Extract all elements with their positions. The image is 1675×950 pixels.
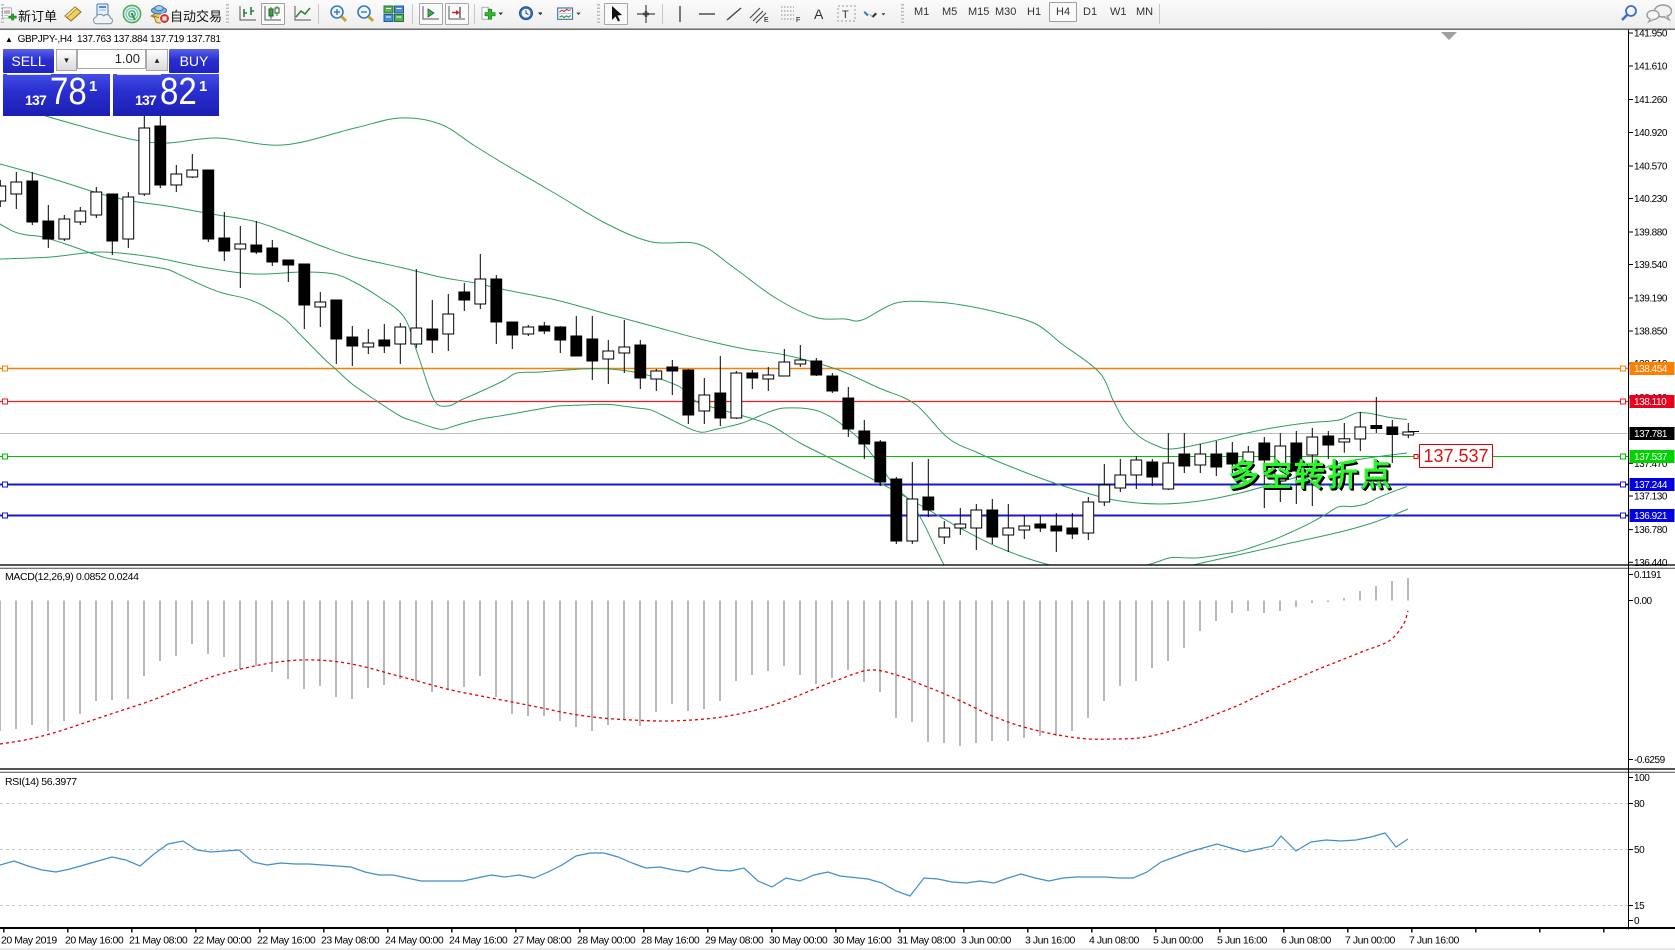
- svg-text:140.570: 140.570: [1634, 162, 1668, 173]
- svg-text:15: 15: [1634, 901, 1645, 912]
- svg-text:6 Jun 08:00: 6 Jun 08:00: [1281, 935, 1332, 947]
- svg-text:139.540: 139.540: [1634, 260, 1668, 271]
- svg-text:29 May 08:00: 29 May 08:00: [705, 935, 764, 947]
- svg-text:0: 0: [1634, 916, 1640, 927]
- svg-text:F: F: [796, 17, 800, 24]
- svg-text:0.00: 0.00: [1634, 596, 1653, 607]
- svg-text:4 Jun 08:00: 4 Jun 08:00: [1089, 935, 1140, 947]
- svg-text:22 May 00:00: 22 May 00:00: [193, 935, 252, 947]
- svg-text:138.454: 138.454: [1634, 364, 1668, 375]
- svg-text:141.950: 141.950: [1634, 29, 1668, 40]
- svg-text:137.130: 137.130: [1634, 492, 1668, 503]
- svg-text:MACD(12,26,9) 0.0852 0.0244: MACD(12,26,9) 0.0852 0.0244: [5, 571, 139, 583]
- svg-text:3 Jun 16:00: 3 Jun 16:00: [1025, 935, 1076, 947]
- svg-text:28 May 16:00: 28 May 16:00: [641, 935, 700, 947]
- svg-text:30 May 00:00: 30 May 00:00: [769, 935, 828, 947]
- svg-text:50: 50: [1634, 845, 1645, 856]
- svg-text:27 May 08:00: 27 May 08:00: [513, 935, 572, 947]
- svg-text:21 May 08:00: 21 May 08:00: [129, 935, 188, 947]
- svg-text:22 May 16:00: 22 May 16:00: [257, 935, 316, 947]
- svg-text:20 May 2019: 20 May 2019: [1, 935, 57, 947]
- svg-text:136.780: 136.780: [1634, 525, 1668, 536]
- svg-text:139.190: 139.190: [1634, 294, 1668, 305]
- svg-text:136.440: 136.440: [1634, 558, 1668, 569]
- svg-text:80: 80: [1634, 799, 1645, 810]
- svg-text:31 May 08:00: 31 May 08:00: [897, 935, 956, 947]
- svg-text:137.470: 137.470: [1634, 459, 1668, 470]
- svg-text:141.610: 141.610: [1634, 62, 1668, 73]
- svg-text:100: 100: [1634, 773, 1650, 784]
- svg-text:-0.6259: -0.6259: [1634, 755, 1666, 766]
- svg-text:138.110: 138.110: [1634, 397, 1667, 408]
- svg-text:3 Jun 00:00: 3 Jun 00:00: [961, 935, 1012, 947]
- svg-text:7 Jun 16:00: 7 Jun 16:00: [1409, 935, 1460, 947]
- svg-text:136.921: 136.921: [1634, 511, 1668, 522]
- svg-text:23 May 08:00: 23 May 08:00: [321, 935, 380, 947]
- svg-text:30 May 16:00: 30 May 16:00: [833, 935, 892, 947]
- svg-text:20 May 16:00: 20 May 16:00: [65, 935, 124, 947]
- svg-text:141.260: 141.260: [1634, 95, 1668, 106]
- svg-text:137.244: 137.244: [1634, 480, 1668, 491]
- svg-text:A: A: [814, 6, 824, 22]
- svg-text:140.920: 140.920: [1634, 128, 1668, 139]
- svg-text:5 Jun 00:00: 5 Jun 00:00: [1153, 935, 1204, 947]
- svg-text:24 May 16:00: 24 May 16:00: [449, 935, 508, 947]
- svg-text:28 May 00:00: 28 May 00:00: [577, 935, 636, 947]
- svg-text:RSI(14) 56.3977: RSI(14) 56.3977: [5, 776, 77, 788]
- svg-text:T: T: [842, 9, 849, 21]
- svg-text:24 May 00:00: 24 May 00:00: [385, 935, 444, 947]
- svg-text:139.880: 139.880: [1634, 228, 1668, 239]
- svg-text:138.850: 138.850: [1634, 327, 1668, 338]
- svg-text:137.781: 137.781: [1634, 429, 1668, 440]
- svg-text:E: E: [764, 17, 769, 24]
- svg-text:140.230: 140.230: [1634, 194, 1668, 205]
- svg-text:5 Jun 16:00: 5 Jun 16:00: [1217, 935, 1268, 947]
- svg-text:7 Jun 00:00: 7 Jun 00:00: [1345, 935, 1396, 947]
- svg-text:137.537: 137.537: [1634, 452, 1668, 463]
- svg-text:0.1191: 0.1191: [1634, 570, 1662, 581]
